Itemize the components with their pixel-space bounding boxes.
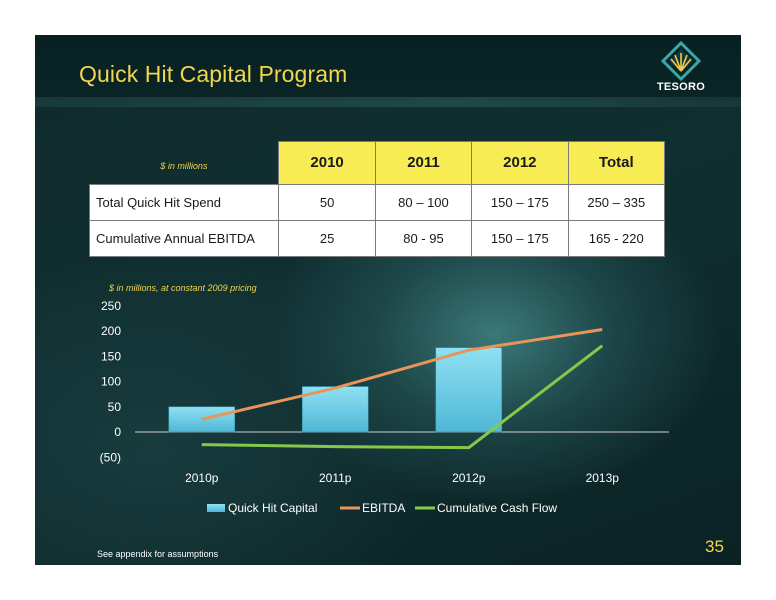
y-tick-label: 250 bbox=[101, 299, 121, 313]
logo-icon bbox=[660, 40, 702, 82]
x-tick-label: 2010p bbox=[185, 471, 219, 485]
column-header: 2010 bbox=[278, 141, 376, 185]
chart-units-label: $ in millions, at constant 2009 pricing bbox=[109, 283, 257, 293]
legend-label: EBITDA bbox=[362, 501, 405, 515]
x-tick-label: 2011p bbox=[319, 471, 352, 485]
y-tick-label: 50 bbox=[108, 400, 122, 414]
legend-swatch bbox=[207, 504, 225, 512]
x-tick-label: 2013p bbox=[586, 471, 620, 485]
company-logo: TESORO bbox=[641, 40, 721, 95]
title-bar bbox=[35, 35, 741, 101]
table-row: Cumulative Annual EBITDA 25 80 - 95 150 … bbox=[88, 219, 666, 257]
table-row: Total Quick Hit Spend 50 80 – 100 150 – … bbox=[88, 183, 666, 221]
footnote: See appendix for assumptions bbox=[97, 549, 219, 559]
row-label: Total Quick Hit Spend bbox=[88, 183, 280, 221]
capital-table: $ in millions 2010 2011 2012 Total Total… bbox=[88, 141, 666, 257]
page-number: 35 bbox=[705, 537, 724, 556]
table-cell: 50 bbox=[278, 183, 376, 221]
table-cell: 150 – 175 bbox=[471, 219, 569, 257]
row-label: Cumulative Annual EBITDA bbox=[88, 219, 280, 257]
x-tick-label: 2012p bbox=[452, 471, 486, 485]
legend-label: Cumulative Cash Flow bbox=[437, 501, 557, 515]
y-tick-label: 200 bbox=[101, 324, 121, 338]
y-tick-label: 100 bbox=[101, 375, 121, 389]
legend-label: Quick Hit Capital bbox=[228, 501, 317, 515]
table-cell: 80 – 100 bbox=[374, 183, 473, 221]
table-cell: 150 – 175 bbox=[471, 183, 569, 221]
y-tick-label: 150 bbox=[101, 349, 121, 363]
logo-wordmark: TESORO bbox=[656, 81, 706, 93]
line-ebitda bbox=[201, 328, 603, 421]
table-cell: 25 bbox=[278, 219, 376, 257]
y-tick-label: (50) bbox=[100, 450, 121, 464]
line-cumulative-cash-flow bbox=[201, 344, 604, 450]
units-label: $ in millions bbox=[160, 161, 208, 171]
table-cell: 80 - 95 bbox=[374, 219, 473, 257]
slide: Quick Hit Capital Program TESORO $ in mi… bbox=[35, 35, 741, 565]
table-cell: 250 – 335 bbox=[567, 183, 666, 221]
title-band bbox=[35, 97, 741, 107]
slide-title: Quick Hit Capital Program bbox=[79, 61, 348, 87]
capital-chart: 250 200 150 100 50 0 (50) 2010p 2011p 2012p 2013p Q… bbox=[100, 299, 669, 515]
bar-quick-hit-capital bbox=[435, 347, 503, 433]
table-cell: 165 - 220 bbox=[567, 219, 666, 257]
y-tick-label: 0 bbox=[114, 425, 121, 439]
